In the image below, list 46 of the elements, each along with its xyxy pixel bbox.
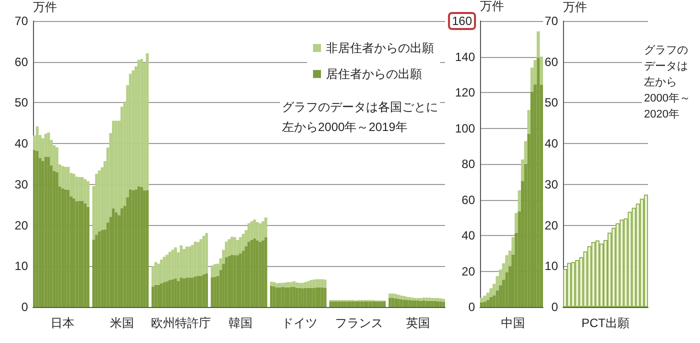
y-tick-label: 0 xyxy=(21,300,28,314)
x-tick-label: 欧州特許庁 xyxy=(151,316,212,330)
y-tick-label: 30 xyxy=(544,177,558,192)
y-tick-label: 70 xyxy=(14,14,28,28)
y-tick-label: 0 xyxy=(551,300,558,314)
x-tick-label: 英国 xyxy=(406,316,430,330)
legend-label: 非居住者からの出願 xyxy=(326,41,434,55)
y-tick-label: 80 xyxy=(462,157,476,171)
annotation: 左から2000年～2019年 xyxy=(282,120,408,134)
x-tick-label: 日本 xyxy=(50,316,75,330)
y-tick-label: 40 xyxy=(14,136,28,151)
y-tick-label: 20 xyxy=(14,218,28,232)
y-tick-label: 10 xyxy=(14,259,28,274)
y-tick-label: 10 xyxy=(544,259,558,274)
y-tick-label: 120 xyxy=(454,86,476,100)
x-tick-label: 米国 xyxy=(110,316,134,330)
annotation: 左から xyxy=(644,76,677,88)
y-tick-label: 70 xyxy=(544,14,558,28)
y-tick-label: 0 xyxy=(468,300,476,314)
x-tick-label: 中国 xyxy=(501,316,526,330)
x-tick-label: フランス xyxy=(334,316,383,330)
annotation: グラフの xyxy=(644,44,688,56)
y-tick-label: 60 xyxy=(544,54,558,69)
x-tick-label: ドイツ xyxy=(282,316,318,330)
x-tick-label: 韓国 xyxy=(228,316,252,330)
annotation: 2000年～ xyxy=(644,92,690,104)
x-tick-label: PCT出願 xyxy=(582,316,630,330)
annotation: グラフのデータは各国ごとに xyxy=(282,100,438,114)
legend-label: 居住者からの出願 xyxy=(326,67,422,81)
y-tick-label: 60 xyxy=(14,54,28,69)
y-tick-label: 100 xyxy=(454,121,476,136)
y-tick-label: 50 xyxy=(14,96,28,110)
y-axis-title: 万件 xyxy=(480,0,504,14)
y-tick-label: 40 xyxy=(462,228,476,242)
annotation: データは xyxy=(644,60,688,72)
y-tick-label: 30 xyxy=(14,177,28,192)
y-axis-title: 万件 xyxy=(563,0,587,14)
y-tick-label: 160 xyxy=(452,14,472,28)
y-tick-label: 20 xyxy=(462,264,476,278)
y-tick-label: 50 xyxy=(544,96,558,110)
y-axis-title: 万件 xyxy=(33,0,57,14)
y-tick-label: 140 xyxy=(454,50,476,64)
y-tick-label: 60 xyxy=(462,192,476,207)
annotation: 2020年 xyxy=(644,108,680,120)
y-tick-label: 20 xyxy=(544,218,558,232)
y-tick-label: 40 xyxy=(544,136,558,151)
